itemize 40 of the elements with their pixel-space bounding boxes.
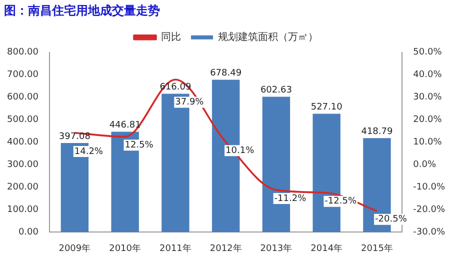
data-label: 14.2%	[74, 146, 104, 157]
x-tick-label: 2014年	[310, 242, 343, 254]
y2-tick-label: -10.0%	[413, 182, 446, 193]
y2-tick-label: 50.0%	[413, 48, 442, 58]
x-tick-label: 2009年	[58, 242, 91, 254]
data-label: 12.5%	[124, 140, 154, 151]
data-label: 418.79	[361, 126, 393, 137]
y-tick-label: 0.00	[18, 228, 39, 238]
data-label: 37.9%	[175, 98, 204, 108]
y2-tick-label: -30.0%	[413, 228, 446, 238]
y2-tick-label: 20.0%	[413, 115, 442, 126]
data-label: 678.49	[210, 68, 242, 79]
y-tick-label: 700.00	[6, 70, 39, 80]
x-tick-label: 2011年	[159, 242, 192, 254]
y2-tick-label: 0.0%	[413, 160, 436, 170]
data-label: 527.10	[310, 102, 343, 113]
y-tick-label: 400.00	[6, 138, 39, 148]
x-tick-label: 2013年	[260, 242, 292, 254]
x-tick-label: 2015年	[361, 242, 393, 254]
y2-tick-label: 30.0%	[413, 92, 442, 103]
x-tick-label: 2010年	[109, 242, 142, 254]
legend-label: 同比	[161, 30, 181, 43]
y-tick-label: 100.00	[6, 205, 39, 216]
y-tick-label: 800.00	[6, 48, 39, 58]
data-label: -12.5%	[324, 196, 357, 207]
y-tick-label: 500.00	[6, 115, 39, 126]
data-label: 397.08	[58, 132, 91, 142]
legend-label: 规划建筑面积（万㎡）	[218, 30, 318, 43]
data-label: 602.63	[260, 86, 292, 96]
y-tick-label: 200.00	[6, 182, 39, 193]
y2-tick-label: -20.0%	[413, 205, 446, 216]
y-tick-label: 600.00	[6, 92, 39, 103]
data-label: -11.2%	[274, 194, 307, 204]
data-label: 10.1%	[226, 146, 255, 156]
chart-title: 图：南昌住宅用地成交量走势	[4, 3, 160, 18]
y-tick-label: 300.00	[6, 160, 39, 170]
y2-tick-label: 40.0%	[413, 70, 442, 80]
y2-tick-label: 10.0%	[413, 138, 442, 148]
data-label: -20.5%	[375, 214, 408, 225]
x-tick-label: 2012年	[210, 242, 242, 254]
